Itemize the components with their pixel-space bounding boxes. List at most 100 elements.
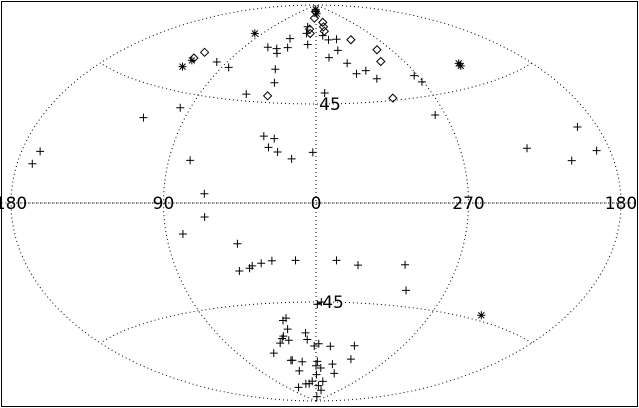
diamond-marker <box>189 53 199 63</box>
plus-marker <box>301 328 310 337</box>
plus-marker <box>346 355 355 364</box>
plus-marker <box>291 256 300 265</box>
plus-marker <box>313 357 322 366</box>
plus-marker <box>257 259 266 268</box>
plus-marker <box>235 266 244 275</box>
graticule <box>1 4 638 402</box>
diamond-marker <box>319 26 330 36</box>
plus-marker <box>259 132 268 141</box>
lon-tick-label: 0 <box>311 194 322 214</box>
plus-marker <box>248 261 257 270</box>
plus-marker <box>310 342 319 351</box>
plus-marker <box>333 46 342 55</box>
plus-marker <box>284 336 293 345</box>
plus-marker <box>314 381 323 390</box>
plus-marker <box>431 111 440 120</box>
plus-marker <box>314 339 323 348</box>
plus-marker <box>263 43 272 52</box>
plus-marker <box>523 144 532 153</box>
lon-tick-label: 90 <box>153 194 175 214</box>
plus-marker <box>410 71 419 80</box>
plus-marker <box>567 156 576 165</box>
plus-marker <box>269 349 278 358</box>
plus-marker <box>354 261 363 270</box>
meridian-90 <box>162 4 317 402</box>
plus-marker <box>298 357 307 366</box>
plus-marker <box>573 123 582 132</box>
plus-marker <box>224 63 233 72</box>
plus-marker <box>592 146 601 155</box>
plus-marker <box>295 366 304 375</box>
plus-marker <box>283 325 292 334</box>
plus-marker <box>242 90 251 99</box>
plus-marker <box>267 256 276 265</box>
plus-marker <box>308 377 317 386</box>
meridian--90 <box>315 4 470 402</box>
plus-marker <box>200 189 209 198</box>
diamond-marker <box>199 47 210 58</box>
plus-marker <box>264 143 273 152</box>
diamond-marker <box>305 28 315 39</box>
tick-labels: 180 90 0 270 180 45 -45 <box>0 95 637 313</box>
plus-marker <box>28 159 37 168</box>
plus-marker <box>313 300 322 309</box>
diamond-marker <box>376 56 386 67</box>
diamond-marker <box>388 93 398 103</box>
plus-marker <box>270 78 279 87</box>
plus-marker <box>312 361 320 370</box>
plus-marker <box>278 334 287 343</box>
plus-marker <box>316 364 325 373</box>
asterisk-marker <box>311 5 320 14</box>
lon-tick-label: 180 <box>605 194 637 214</box>
plus-marker <box>139 113 148 122</box>
plus-marker <box>317 298 326 307</box>
plus-marker <box>285 34 294 43</box>
data-points <box>28 5 601 401</box>
diamond-marker <box>346 35 356 45</box>
diamond-marker <box>262 91 273 101</box>
plus-marker <box>417 77 426 86</box>
plus-marker <box>200 212 209 221</box>
plus-marker <box>317 386 326 395</box>
lon-tick-label: 270 <box>452 194 484 214</box>
lon-tick-label: 180 <box>0 194 27 214</box>
plus-marker <box>372 74 381 83</box>
plus-marker <box>287 154 296 163</box>
plus-marker <box>233 239 242 248</box>
plus-marker <box>350 341 359 350</box>
plus-marker <box>272 49 281 58</box>
plus-marker <box>328 360 337 369</box>
plus-marker <box>303 40 312 49</box>
diamond-marker <box>318 17 328 28</box>
plus-marker <box>282 314 291 323</box>
plus-marker <box>283 43 292 52</box>
plus-marker <box>352 69 361 78</box>
diamond-marker <box>318 22 329 32</box>
plus-marker <box>186 156 195 165</box>
plus-marker <box>273 148 282 157</box>
plus-marker <box>270 134 279 143</box>
plus-marker <box>178 230 187 239</box>
diamond-marker <box>372 45 382 55</box>
plus-marker <box>176 103 185 112</box>
plus-marker <box>324 35 333 44</box>
plus-marker <box>308 148 317 157</box>
asterisk-marker <box>456 61 465 70</box>
plus-marker <box>401 260 410 269</box>
diamond-marker <box>304 24 315 34</box>
plus-marker <box>276 339 285 348</box>
plus-marker <box>318 31 327 40</box>
parallel-45 <box>100 62 532 105</box>
plus-marker <box>36 147 45 156</box>
parallel--45 <box>100 301 532 344</box>
lat-tick-label: 45 <box>319 95 341 115</box>
plus-marker <box>326 342 335 351</box>
plus-marker <box>361 66 370 75</box>
plus-marker <box>303 335 312 344</box>
plus-marker <box>332 35 341 44</box>
plus-marker <box>294 383 303 392</box>
plus-marker <box>320 88 329 97</box>
plus-marker <box>330 369 339 378</box>
plus-marker <box>212 58 221 67</box>
